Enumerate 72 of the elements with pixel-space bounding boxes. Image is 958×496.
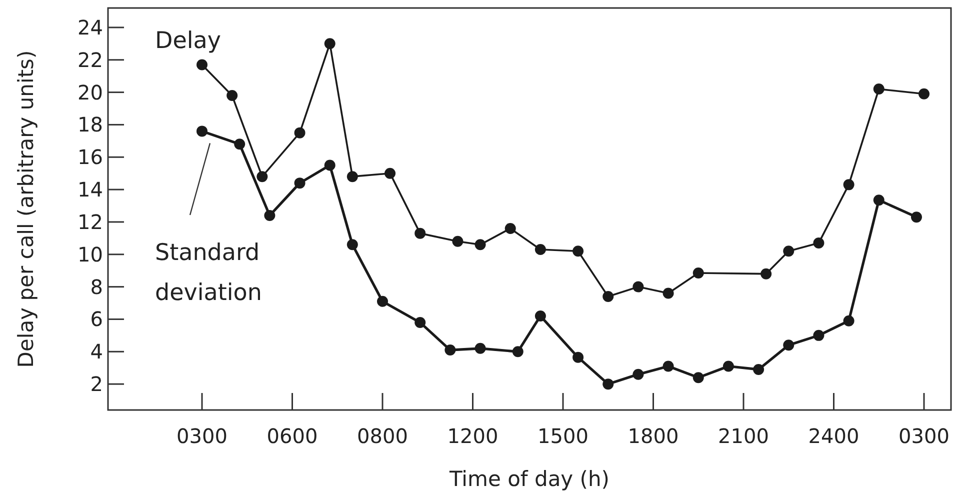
point <box>602 291 614 302</box>
y-tick-label: 8 <box>90 274 103 299</box>
point <box>264 210 276 221</box>
point <box>692 372 704 384</box>
y-tick-label: 24 <box>78 15 103 40</box>
point <box>324 160 336 171</box>
point <box>512 346 524 358</box>
point <box>632 281 644 292</box>
y-tick-label: 10 <box>78 242 103 266</box>
point <box>632 368 644 380</box>
point <box>324 38 336 50</box>
series-label: Delay <box>155 28 221 54</box>
y-tick-label: 20 <box>78 80 103 104</box>
y-tick-label: 4 <box>90 340 103 364</box>
y-tick-label: 16 <box>78 145 103 170</box>
point <box>572 352 584 363</box>
point <box>196 126 208 137</box>
point <box>534 310 546 322</box>
x-tick-label: 0300 <box>898 424 950 448</box>
point <box>234 138 246 150</box>
point <box>256 171 268 182</box>
point <box>294 178 306 189</box>
y-tick-label: 14 <box>78 178 103 202</box>
point <box>377 296 388 307</box>
x-tick-label: 2100 <box>718 424 769 448</box>
x-tick-label: 1800 <box>628 424 679 448</box>
point <box>760 268 772 280</box>
point <box>692 268 704 279</box>
point <box>226 90 238 102</box>
point <box>444 344 456 356</box>
x-tick-label: 0800 <box>357 424 408 448</box>
x-tick-label: 0600 <box>266 424 318 448</box>
y-tick-label: 12 <box>78 210 103 234</box>
y-tick-label: 6 <box>90 307 103 332</box>
y-tick-label: 18 <box>78 112 103 137</box>
point <box>662 360 674 372</box>
point <box>722 360 734 372</box>
point <box>384 168 396 179</box>
point <box>783 340 794 351</box>
point <box>753 364 764 375</box>
point <box>662 288 674 299</box>
x-tick-label: 1500 <box>538 424 588 448</box>
point <box>602 378 614 390</box>
point <box>414 316 426 328</box>
point <box>843 315 854 326</box>
point <box>534 244 546 256</box>
y-tick-label: 22 <box>78 48 103 72</box>
x-tick-label: 0300 <box>176 424 228 448</box>
point <box>346 171 358 182</box>
y-tick-label: 2 <box>90 372 103 396</box>
point <box>572 246 584 257</box>
point <box>474 239 486 250</box>
x-tick-label: 1200 <box>447 424 498 448</box>
point <box>346 239 358 250</box>
point <box>873 194 884 206</box>
x-axis-title: Time of day (h) <box>448 467 610 491</box>
point <box>294 127 306 138</box>
x-tick-label: 2400 <box>808 424 860 448</box>
point <box>873 84 884 95</box>
point <box>504 222 516 234</box>
point <box>910 212 922 223</box>
point <box>783 246 794 257</box>
point <box>414 228 426 239</box>
point <box>813 238 824 249</box>
series-label: Standard deviation <box>155 240 262 306</box>
point <box>843 179 854 190</box>
point <box>918 88 930 100</box>
point <box>813 330 824 341</box>
y-axis-title: Delay per call (arbitrary units) <box>14 50 38 368</box>
point <box>452 236 464 247</box>
point <box>474 342 486 354</box>
point <box>196 59 208 70</box>
